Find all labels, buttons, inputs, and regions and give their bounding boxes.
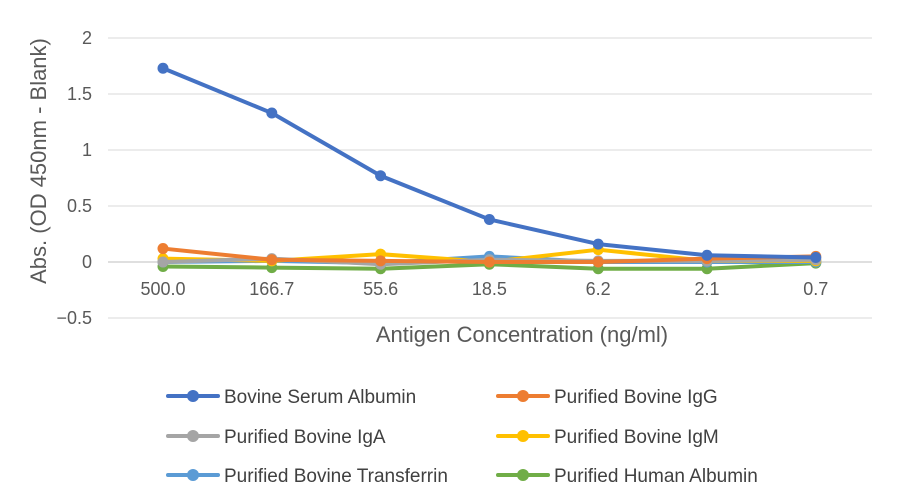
data-point bbox=[157, 243, 169, 255]
legend-item: Purified Bovine IgG bbox=[496, 387, 718, 408]
legend-swatch-marker bbox=[187, 390, 199, 402]
y-axis-title: Abs. (OD 450nm - Blank) bbox=[26, 38, 51, 284]
y-tick-label: 0 bbox=[82, 252, 92, 272]
series bbox=[157, 62, 822, 264]
data-point bbox=[375, 255, 387, 267]
series-group bbox=[157, 62, 822, 275]
x-tick-label: 18.5 bbox=[472, 279, 507, 299]
data-point bbox=[483, 256, 495, 268]
data-point bbox=[592, 256, 604, 268]
legend: Bovine Serum Albumin Purified Bovine IgG P… bbox=[166, 387, 758, 487]
data-point bbox=[375, 170, 387, 182]
y-tick-label: 0.5 bbox=[67, 196, 92, 216]
data-point bbox=[701, 249, 713, 261]
legend-item: Purified Human Albumin bbox=[496, 466, 758, 487]
y-tick-label: 2 bbox=[82, 28, 92, 48]
legend-label: Purified Bovine IgA bbox=[224, 427, 386, 448]
y-tick-label: 1.5 bbox=[67, 84, 92, 104]
data-point bbox=[266, 107, 278, 119]
data-point bbox=[592, 238, 604, 250]
series-line bbox=[161, 66, 818, 260]
legend-label: Purified Bovine IgG bbox=[554, 387, 718, 408]
data-point bbox=[157, 256, 169, 268]
data-point bbox=[266, 254, 278, 266]
data-point bbox=[810, 252, 822, 264]
legend-label: Bovine Serum Albumin bbox=[224, 387, 416, 408]
legend-item: Purified Bovine IgM bbox=[496, 427, 719, 448]
legend-label: Purified Bovine IgM bbox=[554, 427, 719, 448]
x-tick-label: 0.7 bbox=[803, 279, 828, 299]
data-point bbox=[157, 62, 169, 74]
x-tick-label: 2.1 bbox=[694, 279, 719, 299]
legend-item: Purified Bovine Transferrin bbox=[166, 466, 448, 487]
legend-swatch-marker bbox=[187, 469, 199, 481]
legend-swatch-marker bbox=[517, 390, 529, 402]
legend-item: Purified Bovine IgA bbox=[166, 427, 386, 448]
x-tick-label: 500.0 bbox=[140, 279, 185, 299]
x-tick-label: 55.6 bbox=[363, 279, 398, 299]
legend-label: Purified Bovine Transferrin bbox=[224, 466, 448, 487]
legend-label: Purified Human Albumin bbox=[554, 466, 758, 487]
x-axis-ticks: 500.0 166.7 55.6 18.5 6.2 2.1 0.7 bbox=[140, 279, 828, 299]
x-tick-label: 166.7 bbox=[249, 279, 294, 299]
y-axis-ticks: 2 1.5 1 0.5 0 −0.5 bbox=[56, 28, 92, 328]
y-tick-label: 1 bbox=[82, 140, 92, 160]
x-tick-label: 6.2 bbox=[586, 279, 611, 299]
legend-swatch-marker bbox=[187, 430, 199, 442]
legend-swatch-marker bbox=[517, 469, 529, 481]
gridlines bbox=[108, 37, 872, 319]
data-point bbox=[483, 213, 495, 225]
legend-swatch-marker bbox=[517, 430, 529, 442]
x-axis-title: Antigen Concentration (ng/ml) bbox=[376, 322, 668, 347]
y-tick-label: −0.5 bbox=[56, 308, 92, 328]
legend-item: Bovine Serum Albumin bbox=[166, 387, 416, 408]
